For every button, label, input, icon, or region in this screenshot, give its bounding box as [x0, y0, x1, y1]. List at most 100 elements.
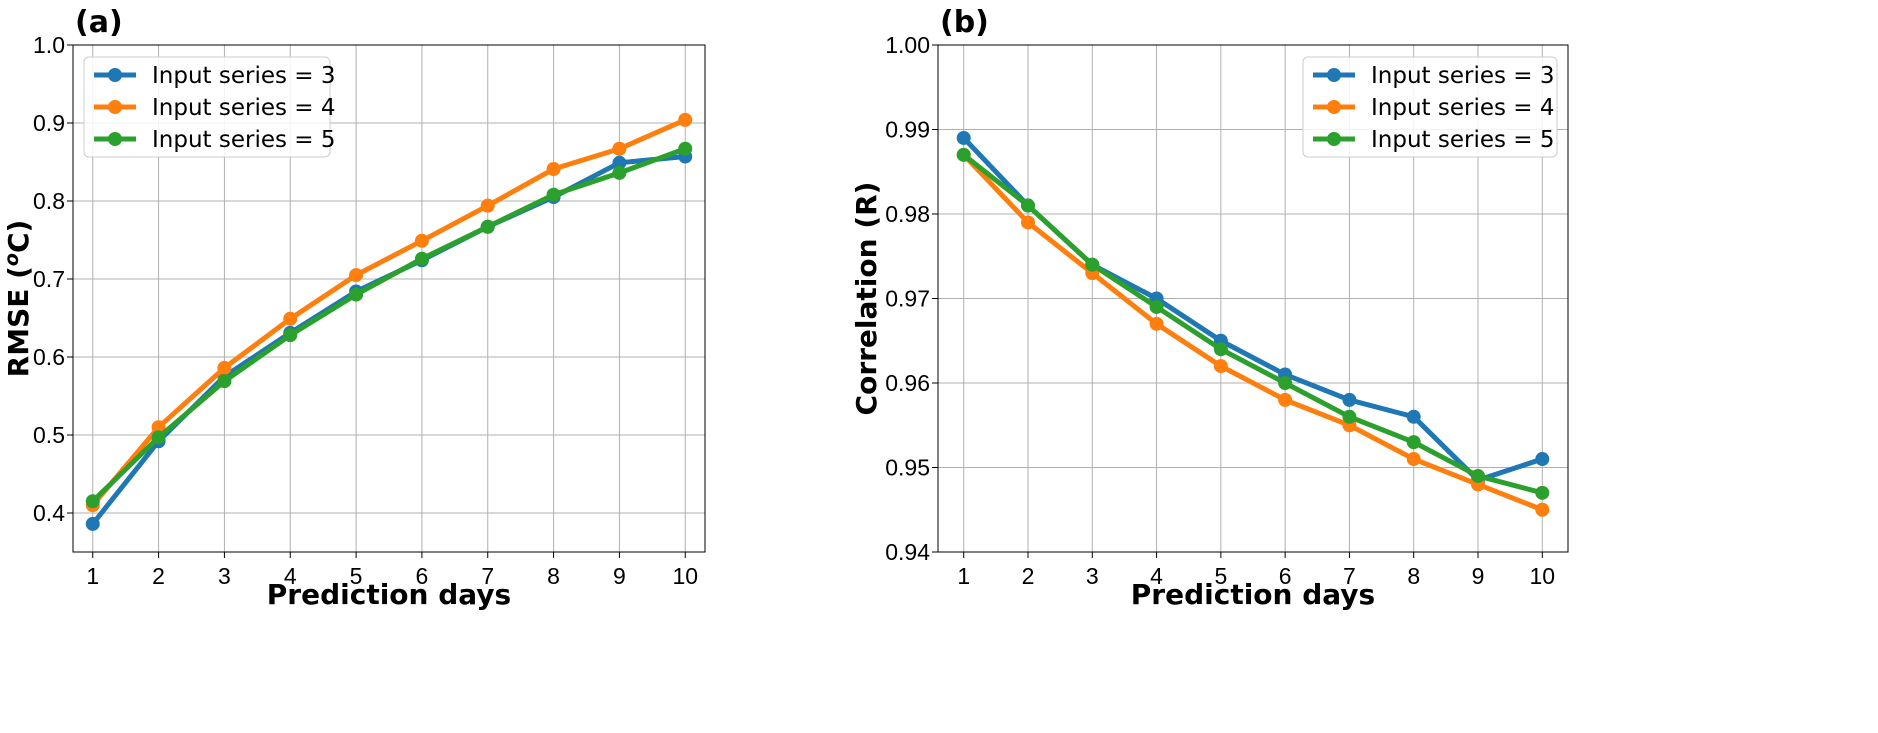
x-tick-label: 5	[1214, 563, 1227, 589]
series-line-3	[961, 136, 1544, 483]
x-tick-label: 6	[1279, 563, 1292, 589]
x-tick-label: 3	[218, 563, 231, 589]
data-point	[1278, 392, 1293, 407]
legend-entry: Input series = 4	[152, 95, 336, 121]
x-tick-label: 4	[1150, 563, 1163, 589]
y-tick-label: 1.00	[885, 32, 930, 58]
data-point	[85, 516, 100, 531]
legend-entry: Input series = 5	[1371, 127, 1555, 153]
data-point	[1535, 502, 1550, 517]
data-point	[1406, 435, 1421, 450]
data-point	[612, 141, 627, 156]
data-point	[217, 374, 232, 389]
legend-marker	[1327, 132, 1341, 146]
series-line-4	[961, 153, 1544, 513]
y-axis-label-text: RMSE (	[2, 266, 35, 377]
x-tick-label: 10	[1529, 563, 1555, 589]
data-point	[414, 251, 429, 266]
data-point	[480, 198, 495, 213]
y-tick-label: 0.95	[885, 455, 930, 481]
legend-marker	[108, 132, 122, 146]
y-tick-label: 0.9	[33, 110, 65, 136]
series-line-5	[91, 146, 687, 504]
x-tick-label: 1	[86, 563, 99, 589]
legend-marker	[108, 100, 122, 114]
y-axis-label: Correlation (R)	[850, 182, 883, 416]
x-tick-label: 5	[350, 563, 363, 589]
data-point	[1406, 409, 1421, 424]
chart-panel-a: 1 2 3 4 5 6 7 8 9 10 0.4 0.5 0.6 0.7 0.8 0.9 1.0 (a) Predi…	[1, 5, 706, 611]
legend-marker	[1327, 100, 1341, 114]
legend: Input series = 3 Input series = 4 Input se…	[83, 56, 336, 158]
axes-frame	[937, 44, 1569, 553]
y-tick-label: 0.8	[33, 188, 65, 214]
chart-panel-b: 1 2 3 4 5 6 7 8 9 10 0.94 0.95 0.96 0.97 0.98 0.99 1.00 (…	[850, 5, 1569, 611]
legend-entry: Input series = 4	[1371, 95, 1555, 121]
x-tick-label: 2	[1022, 563, 1035, 589]
y-axis-label-sup: o	[1, 253, 23, 266]
data-point	[546, 187, 561, 202]
x-tick-label: 8	[547, 563, 560, 589]
x-tick-label: 8	[1407, 563, 1420, 589]
data-point	[612, 165, 627, 180]
data-point	[546, 162, 561, 177]
data-point	[678, 141, 693, 156]
data-point	[1278, 376, 1293, 390]
y-tick-label: 0.97	[885, 286, 930, 312]
series-line-3	[90, 154, 686, 526]
data-point	[956, 130, 971, 145]
data-point	[1085, 257, 1100, 272]
data-point	[1021, 215, 1035, 230]
data-point	[612, 155, 627, 170]
y-tick-label: 0.7	[33, 266, 65, 292]
y-tick-label: 0.94	[885, 539, 930, 565]
data-point	[217, 360, 232, 375]
data-point	[414, 233, 429, 248]
axes-frame	[72, 44, 706, 553]
panel-label: (b)	[940, 5, 989, 40]
y-tick-label: 0.98	[885, 201, 930, 227]
y-axis-label-text: C)	[2, 220, 35, 253]
x-axis-label: Prediction days	[1131, 578, 1375, 611]
panel-label: (a)	[75, 5, 123, 40]
y-tick-label: 0.99	[885, 117, 930, 143]
series-line-4	[90, 117, 687, 507]
data-point	[85, 494, 100, 509]
data-point	[151, 430, 166, 445]
y-axis-label: RMSE (oC)	[1, 220, 35, 378]
x-tick-label: 7	[481, 563, 494, 589]
x-tick-label: 6	[416, 563, 429, 589]
y-axis-label-text: Correlation (R)	[850, 182, 883, 416]
legend-entry: Input series = 5	[152, 127, 336, 153]
data-point	[349, 287, 364, 302]
x-tick-label: 4	[284, 563, 297, 589]
legend-entry: Input series = 3	[152, 63, 336, 89]
data-point	[1149, 316, 1164, 331]
data-point	[151, 420, 166, 435]
legend-entry: Input series = 3	[1371, 63, 1555, 89]
x-axis-label: Prediction days	[267, 578, 511, 611]
y-tick-label: 1.0	[33, 32, 65, 58]
data-point	[1406, 452, 1421, 467]
legend-marker	[108, 68, 122, 82]
x-tick-label: 7	[1343, 563, 1356, 589]
series-line-5	[962, 152, 1543, 496]
data-point	[1342, 409, 1357, 424]
data-point	[283, 311, 298, 326]
x-tick-label: 9	[613, 563, 626, 589]
data-point	[1535, 452, 1550, 467]
data-point	[480, 219, 495, 234]
x-tick-label: 1	[957, 563, 970, 589]
data-point	[956, 147, 971, 162]
y-tick-label: 0.6	[33, 344, 65, 370]
data-point	[1149, 299, 1164, 314]
data-point	[1471, 468, 1485, 483]
data-point	[349, 268, 364, 283]
data-point	[1021, 198, 1035, 213]
x-tick-label: 2	[152, 563, 165, 589]
data-point	[1535, 485, 1550, 500]
x-tick-label: 10	[672, 563, 698, 589]
y-tick-label: 0.5	[33, 422, 65, 448]
legend: Input series = 3 Input series = 4 Input se…	[1302, 56, 1558, 158]
data-point	[283, 328, 298, 343]
